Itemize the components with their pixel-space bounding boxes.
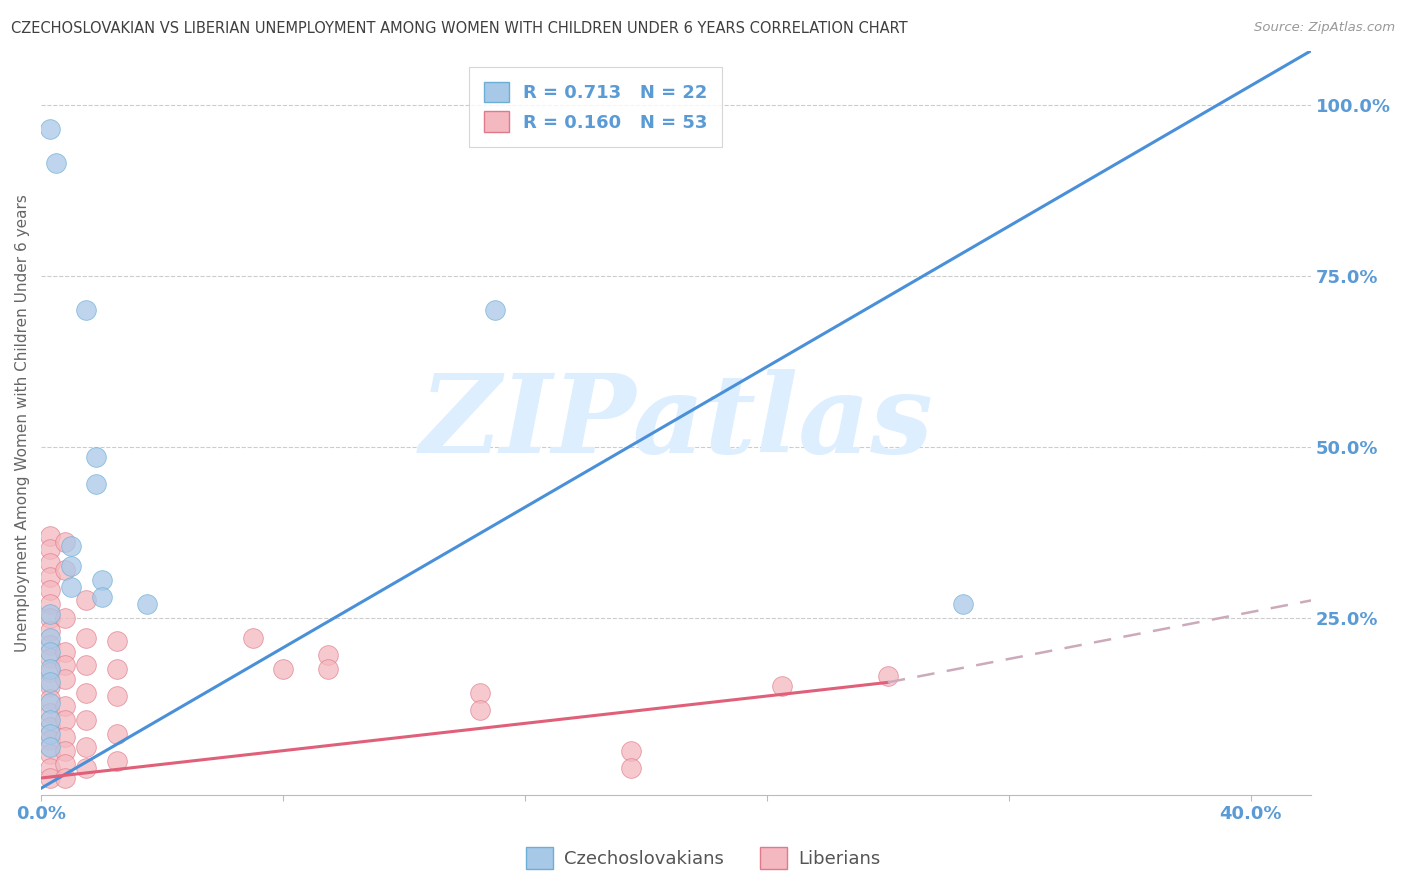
Point — [84, 450, 107, 464]
Point — [76, 740, 98, 755]
Point — [39, 733, 62, 747]
Point — [76, 761, 98, 775]
Legend: R = 0.713   N = 22, R = 0.160   N = 53: R = 0.713 N = 22, R = 0.160 N = 53 — [470, 67, 723, 147]
Point — [876, 668, 898, 682]
Point — [39, 747, 62, 761]
Point — [39, 720, 62, 734]
Point — [90, 590, 112, 604]
Point — [770, 679, 793, 693]
Point — [484, 303, 506, 318]
Point — [53, 658, 76, 673]
Point — [76, 685, 98, 699]
Point — [45, 156, 67, 170]
Point — [60, 539, 83, 553]
Point — [105, 634, 128, 648]
Point — [76, 713, 98, 727]
Point — [242, 631, 264, 645]
Point — [53, 699, 76, 714]
Point — [468, 703, 491, 717]
Point — [76, 658, 98, 673]
Point — [39, 665, 62, 680]
Point — [53, 771, 76, 785]
Point — [60, 580, 83, 594]
Point — [318, 648, 340, 662]
Point — [90, 573, 112, 587]
Point — [39, 713, 62, 727]
Point — [39, 706, 62, 720]
Point — [39, 692, 62, 706]
Point — [39, 597, 62, 611]
Point — [39, 542, 62, 557]
Point — [53, 645, 76, 659]
Point — [76, 303, 98, 318]
Point — [39, 726, 62, 740]
Point — [76, 593, 98, 607]
Point — [105, 662, 128, 676]
Point — [39, 645, 62, 659]
Text: Source: ZipAtlas.com: Source: ZipAtlas.com — [1254, 21, 1395, 34]
Point — [318, 662, 340, 676]
Point — [39, 610, 62, 624]
Point — [952, 597, 974, 611]
Point — [39, 761, 62, 775]
Point — [53, 535, 76, 549]
Point — [84, 477, 107, 491]
Point — [39, 771, 62, 785]
Point — [105, 754, 128, 768]
Point — [53, 757, 76, 772]
Legend: Czechoslovakians, Liberians: Czechoslovakians, Liberians — [517, 838, 889, 879]
Point — [105, 689, 128, 703]
Point — [271, 662, 294, 676]
Point — [53, 563, 76, 577]
Point — [53, 730, 76, 744]
Point — [53, 610, 76, 624]
Point — [39, 528, 62, 542]
Point — [39, 740, 62, 755]
Point — [39, 679, 62, 693]
Point — [468, 685, 491, 699]
Point — [39, 583, 62, 598]
Point — [105, 726, 128, 740]
Point — [39, 638, 62, 652]
Y-axis label: Unemployment Among Women with Children Under 6 years: Unemployment Among Women with Children U… — [15, 194, 30, 652]
Point — [53, 672, 76, 686]
Point — [39, 696, 62, 710]
Point — [39, 624, 62, 639]
Point — [136, 597, 159, 611]
Point — [620, 761, 643, 775]
Text: ZIPatlas: ZIPatlas — [419, 369, 934, 476]
Point — [53, 744, 76, 758]
Point — [39, 122, 62, 136]
Point — [39, 569, 62, 583]
Point — [39, 556, 62, 570]
Point — [39, 607, 62, 621]
Point — [620, 744, 643, 758]
Point — [39, 651, 62, 665]
Point — [39, 675, 62, 690]
Point — [76, 631, 98, 645]
Point — [60, 559, 83, 574]
Text: CZECHOSLOVAKIAN VS LIBERIAN UNEMPLOYMENT AMONG WOMEN WITH CHILDREN UNDER 6 YEARS: CZECHOSLOVAKIAN VS LIBERIAN UNEMPLOYMENT… — [11, 21, 908, 36]
Point — [39, 631, 62, 645]
Point — [53, 713, 76, 727]
Point — [39, 662, 62, 676]
